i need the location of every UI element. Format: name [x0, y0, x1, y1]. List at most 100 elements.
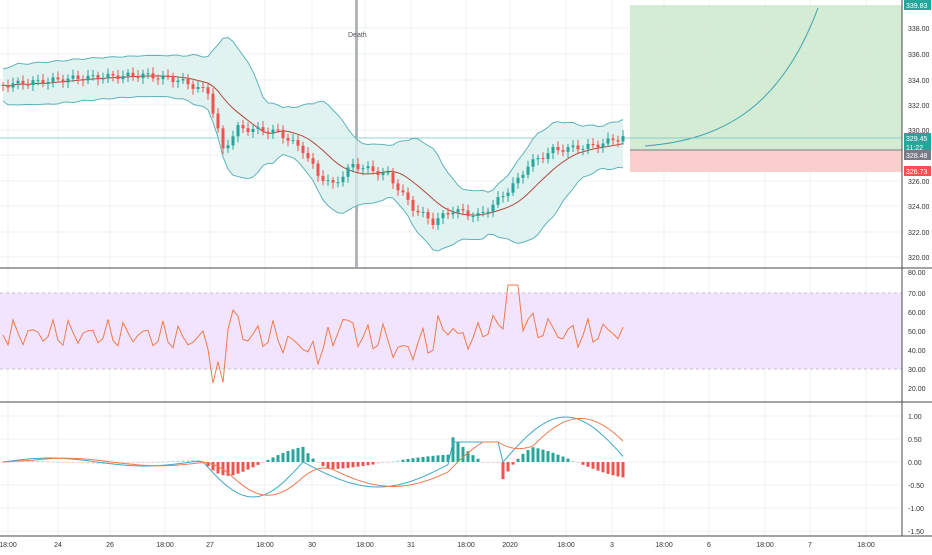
macd-bar: [407, 459, 410, 462]
candle-body: [177, 81, 180, 83]
time-axis[interactable]: 18:00 24 26 18:00 27 18:00 30 18:00 31 18:00 2020 1…: [0, 542, 875, 549]
candle-body: [132, 73, 135, 76]
macd-bar: [577, 462, 580, 463]
macd-bar: [142, 462, 145, 463]
candle-body: [582, 149, 585, 150]
macd-bar: [482, 462, 485, 463]
candle-body: [77, 76, 80, 80]
macd-bar: [597, 462, 600, 471]
macd-bar: [392, 461, 395, 462]
candle-body: [237, 125, 240, 136]
candle-body: [427, 212, 430, 218]
candle-body: [467, 211, 470, 217]
macd-bar: [512, 462, 515, 465]
time-tick-label: 26: [106, 542, 114, 549]
candle-body: [232, 136, 235, 145]
candle-body: [47, 82, 50, 84]
macd-bar: [417, 458, 420, 462]
price-tag-label: 328.48: [906, 153, 928, 160]
candle-body: [182, 79, 185, 81]
macd-bar: [592, 462, 595, 469]
macd-bar: [287, 451, 290, 462]
macd-bar: [542, 450, 545, 462]
macd-bar: [167, 461, 170, 462]
candle-body: [337, 182, 340, 183]
rsi-tick-label: 30.00: [908, 367, 926, 374]
candle-body: [542, 158, 545, 159]
candle-body: [572, 146, 575, 148]
macd-bar: [502, 462, 505, 479]
macd-bar: [257, 462, 260, 465]
macd-bar: [537, 448, 540, 462]
price-tick-label: 324.00: [908, 204, 930, 211]
candle-body: [262, 127, 265, 132]
candle-body: [192, 84, 195, 89]
candle-body: [397, 183, 400, 190]
macd-bar: [497, 462, 500, 463]
candle-body: [277, 130, 280, 131]
macd-bar: [347, 462, 350, 468]
candle-body: [362, 168, 365, 169]
macd-bar: [307, 453, 310, 462]
candle-body: [147, 73, 150, 74]
candle-body: [247, 128, 250, 132]
candle-body: [497, 197, 500, 205]
macd-bar: [157, 462, 160, 463]
candle-body: [607, 139, 610, 144]
candle-body: [87, 76, 90, 81]
macd-bar: [422, 457, 425, 462]
candle-body: [522, 175, 525, 178]
macd-bar: [607, 462, 610, 474]
rsi-tick-label: 80.00: [908, 270, 926, 277]
macd-bar: [477, 459, 480, 462]
macd-bar: [532, 447, 535, 462]
macd-bar: [452, 437, 455, 462]
macd-bar: [617, 462, 620, 476]
candle-body: [67, 79, 70, 83]
macd-bar: [522, 454, 525, 462]
candle-body: [547, 153, 550, 159]
rsi-axis[interactable]: 80.00 70.00 60.00 50.00 40.00 30.00 20.00: [908, 270, 926, 393]
candle-body: [307, 153, 310, 158]
macd-bar: [52, 461, 55, 462]
rsi-tick-label: 40.00: [908, 348, 926, 355]
candle-body: [417, 211, 420, 213]
macd-bar: [622, 462, 625, 477]
signal-line: [3, 418, 623, 495]
candle-body: [502, 196, 505, 197]
candle-body: [102, 78, 105, 79]
macd-bar: [77, 462, 80, 463]
candle-body: [207, 87, 210, 93]
time-tick-label: 18:00: [857, 542, 875, 549]
macd-bar: [552, 453, 555, 462]
price-pane[interactable]: Death: [0, 0, 902, 267]
time-tick-label: 24: [54, 542, 62, 549]
candle-body: [32, 80, 35, 85]
macd-bar: [277, 455, 280, 462]
macd-bar: [57, 462, 60, 463]
macd-bar: [397, 461, 400, 462]
candle-body: [292, 140, 295, 141]
candle-body: [167, 75, 170, 77]
rsi-pane[interactable]: [0, 285, 902, 383]
macd-bar: [292, 449, 295, 462]
candle-body: [612, 139, 615, 141]
price-tag-label: 329.45: [906, 136, 928, 143]
price-tick-label: 332.00: [908, 103, 930, 110]
macd-bar: [472, 455, 475, 462]
candle-body: [107, 74, 110, 79]
time-tick-label: 2020: [502, 542, 518, 549]
macd-tick-label: -1.50: [908, 529, 924, 536]
macd-tick-label: -0.50: [908, 483, 924, 490]
macd-bar: [237, 462, 240, 474]
candle-body: [437, 218, 440, 225]
macd-bar: [162, 461, 165, 462]
macd-axis[interactable]: 1.00 0.50 0.00 -0.50 -1.00 -1.50: [908, 414, 924, 536]
candle-body: [122, 76, 125, 79]
macd-bar: [382, 462, 385, 463]
candle-body: [532, 159, 535, 166]
rsi-tick-label: 70.00: [908, 291, 926, 298]
candle-body: [97, 75, 100, 79]
